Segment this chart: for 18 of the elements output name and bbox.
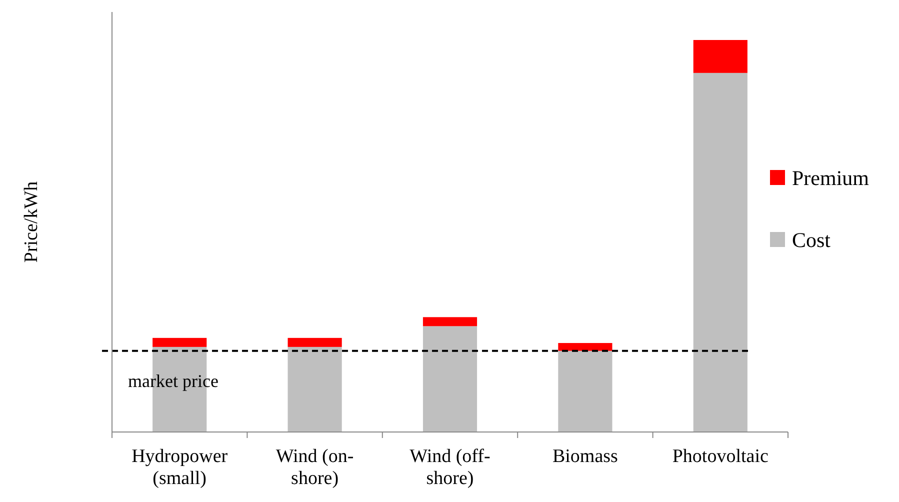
legend-label: Premium bbox=[792, 166, 869, 190]
bar bbox=[288, 338, 342, 347]
x-tick-label: Hydropower (small) bbox=[132, 446, 228, 489]
x-tick-label: Biomass bbox=[552, 446, 618, 467]
x-tick-label: Photovoltaic bbox=[672, 446, 768, 467]
ref-line-label: market price bbox=[128, 370, 218, 391]
bar bbox=[288, 346, 342, 432]
bar bbox=[693, 40, 748, 73]
bar bbox=[558, 350, 612, 432]
x-tick-label: Wind (off-shore) bbox=[410, 446, 490, 489]
bar bbox=[558, 343, 612, 351]
bar bbox=[152, 338, 207, 347]
bar bbox=[422, 326, 478, 432]
bar bbox=[422, 317, 478, 326]
x-tick-label: Wind (on-shore) bbox=[276, 446, 354, 489]
bar bbox=[693, 72, 748, 432]
legend-label: Cost bbox=[792, 228, 831, 252]
y-axis-title: Price/kWh bbox=[21, 180, 42, 263]
